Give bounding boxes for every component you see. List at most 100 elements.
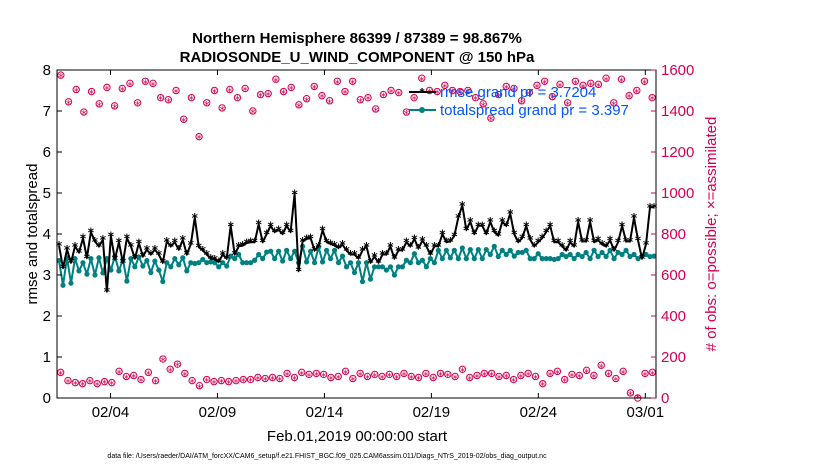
obs-assimilated-marker: *	[226, 378, 232, 391]
left-y-tick-label: 8	[43, 62, 51, 79]
rmse-point: *	[503, 219, 510, 233]
obs-assimilated-marker: *	[135, 99, 141, 112]
obs-assimilated-marker: *	[73, 379, 79, 392]
obs-assimilated-marker: *	[465, 87, 471, 100]
rmse-point: *	[164, 235, 171, 249]
obs-assimilated-marker: *	[504, 82, 510, 95]
spread-point	[351, 269, 358, 276]
spread-point	[144, 258, 150, 264]
spread-point	[96, 255, 102, 261]
obs-possible-marker	[122, 372, 131, 381]
rmse-point: *	[220, 248, 227, 262]
x-tick-label: 03/01	[627, 404, 665, 421]
spread-point	[84, 271, 90, 277]
obs-assimilated-marker: *	[404, 108, 410, 121]
rmse-point: *	[112, 253, 119, 267]
obs-assimilated-marker: *	[288, 83, 294, 96]
obs-assimilated-marker: *	[109, 379, 115, 392]
spread-point	[543, 256, 549, 262]
spread-point	[403, 257, 410, 263]
x-axis-label: Feb.01,2019 00:00:00 start	[267, 428, 448, 445]
rmse-point: *	[256, 218, 263, 232]
obs-possible-marker	[232, 376, 240, 385]
obs-possible-marker	[402, 108, 411, 116]
rmse-point: *	[148, 248, 155, 262]
obs-possible-marker	[298, 368, 306, 377]
spread-point	[607, 247, 613, 253]
spread-point	[435, 247, 441, 253]
obs-assimilated-marker: *	[270, 374, 276, 387]
obs-possible-marker	[640, 77, 649, 85]
obs-possible-marker	[582, 366, 591, 375]
rmse-point: *	[611, 244, 618, 258]
rmse-point: *	[419, 234, 426, 248]
rmse-point: *	[116, 236, 123, 250]
rmse-point: *	[415, 242, 422, 256]
spread-point	[463, 256, 469, 262]
rmse-point: *	[252, 236, 259, 250]
rmse-point: *	[76, 246, 83, 260]
obs-possible-marker	[494, 90, 503, 99]
rmse-point: *	[236, 240, 243, 254]
obs-assimilated-marker: *	[427, 87, 433, 100]
obs-possible-marker	[325, 97, 334, 105]
obs-possible-marker	[548, 92, 557, 101]
legend-spread-label: totalspread grand pr = 3.397	[440, 102, 629, 119]
obs-assimilated-marker: *	[434, 88, 440, 101]
obs-assimilated-marker: *	[496, 373, 502, 386]
obs-possible-marker	[517, 371, 525, 380]
obs-assimilated-marker: *	[312, 82, 318, 95]
obs-assimilated-marker: *	[584, 366, 590, 379]
obs-assimilated-marker: *	[211, 378, 217, 391]
obs-possible-marker	[149, 79, 157, 88]
left-y-tick-label: 2	[43, 308, 51, 325]
obs-possible-marker	[312, 369, 321, 378]
obs-possible-marker	[626, 389, 635, 397]
obs-assimilated-marker: *	[457, 88, 463, 101]
obs-assimilated-marker: *	[577, 372, 583, 385]
spread-point	[547, 256, 553, 262]
obs-assimilated-marker: *	[562, 376, 568, 389]
rmse-point: *	[104, 285, 111, 299]
spread-point	[200, 256, 206, 263]
rmse-point: *	[567, 236, 574, 250]
rmse-point: *	[343, 244, 350, 258]
obs-possible-marker	[590, 371, 598, 380]
spread-point	[100, 270, 106, 276]
obs-possible-marker	[181, 369, 189, 378]
rmse-point: *	[571, 240, 578, 254]
obs-assimilated-marker: *	[504, 372, 510, 385]
series-lines-layer: ****************************************…	[56, 187, 658, 299]
obs-assimilated-marker: *	[473, 94, 479, 107]
obs-assimilated-marker: *	[588, 79, 594, 92]
obs-possible-marker	[444, 370, 452, 379]
obs-assimilated-marker: *	[365, 373, 371, 386]
obs-possible-marker	[218, 104, 226, 112]
obs-possible-marker	[466, 373, 474, 382]
obs-possible-marker	[363, 372, 372, 381]
spread-point	[276, 248, 282, 254]
obs-assimilated-marker: *	[248, 376, 254, 389]
spread-point	[575, 251, 581, 258]
legend: * rmse grand pr = 3.7204 totalspread gra…	[409, 84, 629, 119]
spread-point	[591, 247, 597, 253]
spread-point	[323, 247, 330, 253]
obs-assimilated-marker: *	[189, 94, 195, 107]
obs-assimilated-marker: *	[387, 370, 393, 383]
obs-assimilated-marker: *	[411, 94, 417, 107]
obs-possible-marker	[464, 86, 472, 95]
spread-point	[268, 248, 274, 254]
obs-markers-layer: ********* *** ** ************* *** ** *** *****…	[56, 71, 657, 405]
right-y-tick-label: 1600	[661, 62, 694, 79]
obs-possible-marker	[87, 87, 96, 96]
obs-assimilated-marker: *	[150, 79, 156, 92]
spread-point	[311, 260, 318, 266]
rmse-point: *	[152, 243, 159, 257]
obs-assimilated-marker: *	[419, 74, 425, 87]
obs-assimilated-marker: *	[606, 369, 612, 382]
rmse-point: *	[483, 228, 490, 242]
obs-assimilated-marker: *	[335, 373, 341, 386]
rmse-point: *	[299, 235, 306, 249]
rmse-point: *	[459, 199, 466, 213]
rmse-point: *	[260, 236, 267, 250]
